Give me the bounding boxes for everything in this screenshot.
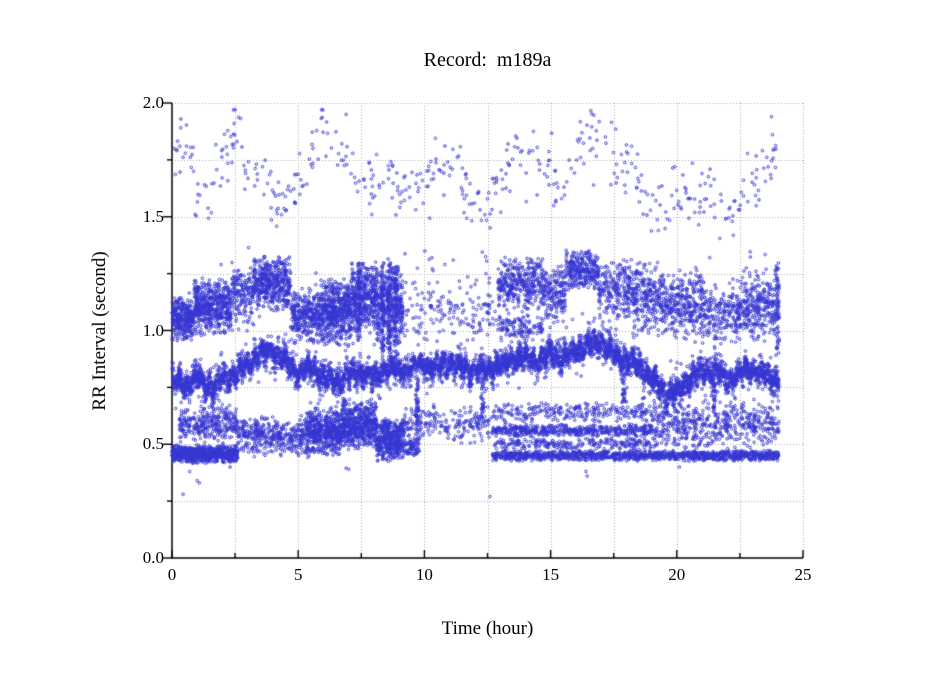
x-tick-label: 10 [415,565,433,584]
y-tick-label: 0.0 [142,548,164,567]
y-tick-label: 2.0 [142,93,164,112]
chart-title: Record: m189a [423,49,552,71]
y-tick-label: 1.0 [142,320,164,340]
y-tick-label: 0.5 [142,434,164,454]
x-tick-label: 25 [794,565,812,584]
x-tick-label: 0 [167,565,177,584]
x-tick-label: 5 [293,565,303,584]
x-tick-label: 20 [668,565,686,584]
x-axis-label: Time (hour) [441,618,534,639]
x-tick-label: 15 [542,565,560,584]
y-tick-label: 1.5 [142,206,164,226]
